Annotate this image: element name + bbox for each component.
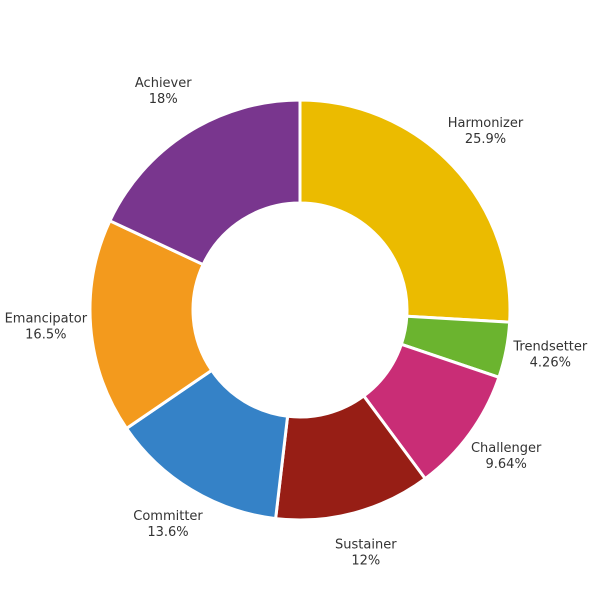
slice-label-sustainer: Sustainer 12%: [335, 537, 397, 568]
slice-label-achiever: Achiever 18%: [135, 76, 192, 107]
slice-label-value: 25.9%: [465, 132, 506, 147]
slice-label-name: Harmonizer: [448, 116, 524, 131]
slice-achiever[interactable]: [108, 98, 302, 267]
slice-label-emancipator: Emancipator 16.5%: [5, 311, 88, 342]
labels-group: Harmonizer 25.9% Trendsetter 4.26% Challenge…: [5, 76, 588, 569]
slice-label-challenger: Challenger 9.64%: [471, 441, 542, 472]
slice-emancipator[interactable]: [88, 219, 214, 430]
slice-label-value: 9.64%: [486, 457, 527, 472]
slice-label-value: 16.5%: [25, 327, 66, 342]
slice-harmonizer[interactable]: [298, 98, 512, 324]
slice-label-value: 18%: [149, 92, 178, 107]
slice-label-name: Achiever: [135, 76, 192, 91]
slices-group: [88, 98, 512, 522]
slice-label-name: Sustainer: [335, 537, 397, 552]
slice-label-committer: Committer 13.6%: [133, 509, 203, 540]
slice-label-value: 13.6%: [147, 525, 188, 540]
slice-label-name: Committer: [133, 509, 203, 524]
slice-label-value: 12%: [351, 553, 380, 568]
slice-label-name: Challenger: [471, 441, 542, 456]
slice-label-name: Emancipator: [5, 311, 88, 326]
slice-label-trendsetter: Trendsetter 4.26%: [512, 340, 588, 371]
slice-label-value: 4.26%: [530, 356, 571, 371]
slice-label-name: Trendsetter: [512, 340, 588, 355]
slice-label-harmonizer: Harmonizer 25.9%: [448, 116, 524, 147]
